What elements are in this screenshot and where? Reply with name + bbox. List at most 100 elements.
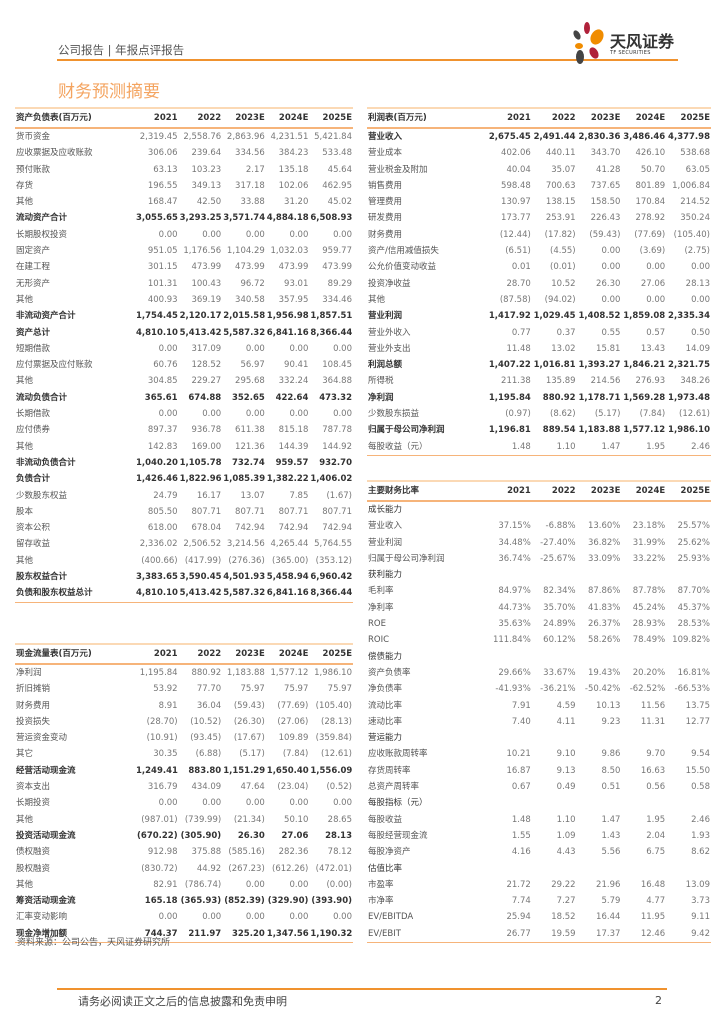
empty-cell [621,861,666,877]
cell-value: 1.47 [576,438,622,456]
cell-value: 815.18 [278,425,309,436]
cell-value: 787.78 [322,425,352,436]
cell-value: 0.00 [158,912,178,923]
row-label: 筹资活动现金流 [16,896,76,907]
cell-value: 959.77 [322,246,352,257]
table-row: 非流动负债合计 1,040.20 1,105.78 732.74 959.57 932.7… [15,455,353,471]
cell-value: 0.00 [289,798,309,809]
table-row: 营运能力 [367,730,711,746]
table-row: 财务费用 8.91 36.04 (59.43) (77.69) (105.40) [15,698,353,714]
cell-value: 75.97 [284,684,309,695]
cell-value: 3,486.46 [623,132,666,142]
empty-cell [666,649,711,665]
cell-value: 1.48 [487,438,532,456]
cell-value: 304.85 [147,376,178,387]
cell-value: -25.67% [540,553,576,564]
year-header: 2022 [178,643,223,665]
cell-value: 1,408.52 [578,311,621,322]
row-label: EV/EBIT [367,925,487,944]
cell-value: 40.04 [506,164,531,175]
year-header: 2022 [531,480,577,502]
cell-value: 82.91 [153,879,178,890]
cell-value: 1,183.88 [578,425,621,436]
table-row: 资产负债率 29.66% 33.67% 19.43% 20.20% 16.81% [367,665,711,681]
cell-value: 10.13 [596,700,621,711]
table-row: 财务费用 (12.44) (17.82) (59.43) (77.69) (105.40) [367,227,711,243]
cell-value: 2,335.34 [668,311,710,322]
cell-value: 90.41 [284,360,309,371]
cell-value: 3,571.74 [223,213,266,224]
cell-value: 2,863.96 [226,132,265,142]
cell-value: 295.68 [235,376,265,387]
row-label: 资本公积 [16,523,51,534]
cell-value: (0.00) [326,879,352,890]
cell-value: 932.70 [319,457,352,468]
table-row: 其它 30.35 (6.88) (5.17) (7.84) (12.61) [15,746,353,762]
cell-value: 89.29 [327,278,352,289]
cell-value: 2,491.44 [533,132,576,142]
cell-value: 111.84% [492,635,531,646]
cell-value: 20.20% [632,667,666,678]
cell-value: 4.43 [556,847,576,858]
cell-value: 229.27 [191,376,222,387]
cell-value: 897.37 [147,425,178,436]
row-label: 股东权益合计 [16,572,68,583]
row-label: 应收票据及应收账款 [16,148,93,159]
table-row: 长期投资 0.00 0.00 0.00 0.00 0.00 [15,795,353,811]
cell-value: 0.00 [333,912,352,923]
table-row: 在建工程 301.15 473.99 473.99 473.99 473.99 [15,259,353,275]
cell-value: 2,506.52 [183,539,222,550]
table-row: 少数股东损益 (0.97) (8.62) (5.17) (7.84) (12.61) [367,406,711,422]
cell-value: 1,195.84 [488,392,531,403]
cell-value: 7.40 [511,716,531,727]
cell-value: (3.69) [639,246,666,257]
cell-value: 282.36 [278,847,309,858]
table-row: 无形资产 101.31 100.43 96.72 93.01 89.29 [15,276,353,292]
empty-cell [666,861,711,877]
cell-value: 434.09 [191,782,222,793]
row-label: 应收账款周转率 [368,749,428,760]
cell-value: (329.90) [267,896,309,907]
cell-value: 1,016.81 [533,360,576,371]
row-label: EV/EBITDA [368,912,414,923]
year-header: 2023E [222,107,266,129]
cell-value: (23.04) [277,782,309,793]
cell-value: -50.42% [584,684,621,695]
cell-value: 2.46 [666,438,711,456]
cell-value: 25.57% [677,521,710,532]
cell-value: (2.75) [684,246,710,257]
row-label: 存货 [16,180,34,191]
row-label: 固定资产 [16,246,51,257]
cell-value: 1,577.12 [623,425,666,436]
table-row: 长期借款 0.00 0.00 0.00 0.00 0.00 [15,406,353,422]
empty-cell [621,795,666,811]
cell-value: 0.00 [601,294,621,305]
cell-value: 87.86% [587,586,621,597]
row-label: 销售费用 [368,180,403,191]
cell-value: (12.61) [321,749,352,760]
row-label: 财务费用 [16,700,51,711]
cell-value: 0.00 [245,229,265,240]
table-title: 利润表(百万元) [367,107,487,129]
row-label: 营运能力 [368,733,403,744]
cell-value: 350.24 [680,213,710,224]
cell-value: 422.64 [275,392,309,403]
cell-value: (12.44) [499,229,531,240]
cell-value: 889.54 [542,425,576,436]
row-label: 其它 [16,749,34,760]
cell-value: 45.64 [327,164,352,175]
row-label: 利润总额 [368,360,403,371]
empty-cell [532,861,577,877]
cell-value: 1,986.10 [668,425,710,436]
cell-value: 365.61 [144,392,178,403]
cell-value: 5,587.32 [223,327,266,338]
row-label: 其他 [16,814,34,825]
cell-value: 807.71 [322,506,352,517]
cell-value: 0.00 [691,262,710,273]
cell-value: 4,231.51 [270,132,309,142]
cell-value: 31.20 [284,197,309,208]
cell-value: 35.70% [543,602,576,613]
cell-value: 5,458.94 [266,572,309,583]
cell-value: 109.82% [672,635,710,646]
cell-value: 400.93 [147,294,178,305]
